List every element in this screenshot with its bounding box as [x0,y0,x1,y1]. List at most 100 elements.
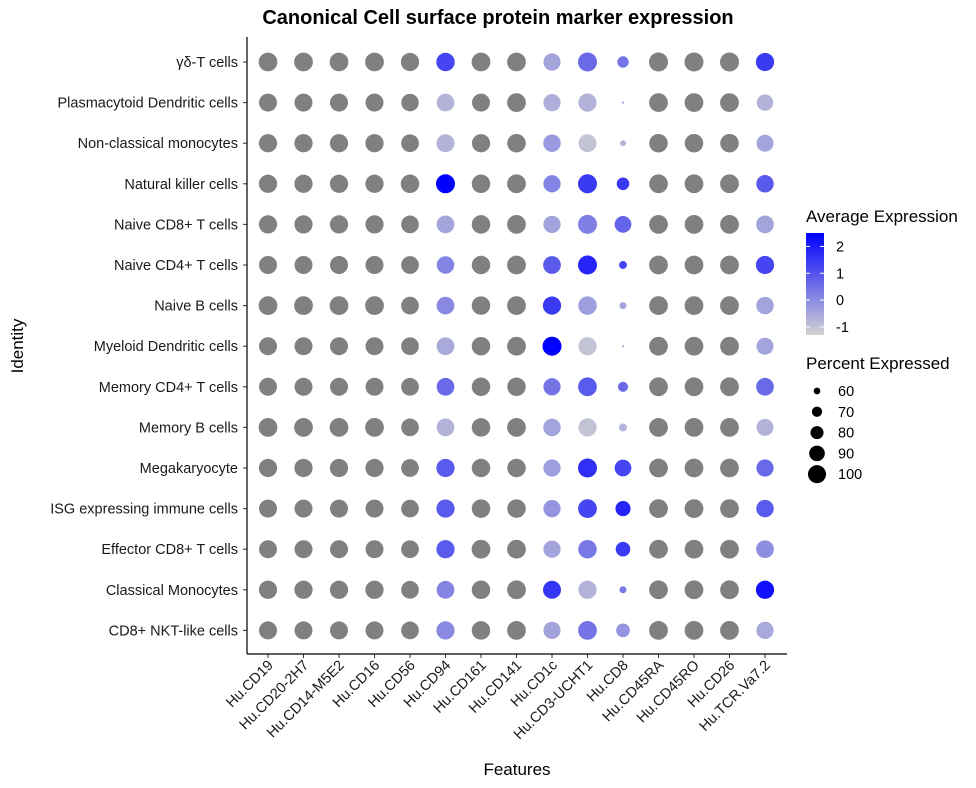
dot-point [471,499,491,518]
dot-point [617,56,629,68]
dot-point [578,621,597,640]
dot-point [542,336,562,356]
dot-point [258,580,278,599]
dot-point [436,93,455,112]
y-tick-label: Naive CD4+ T cells [114,258,238,274]
dot-point [621,101,625,104]
dot-point [684,93,704,112]
dot-point [649,499,668,518]
dot-point [365,52,384,72]
dot-point [471,255,491,275]
dot-point [436,174,455,194]
dot-point [472,93,490,112]
dot-point [649,336,668,356]
dot-point [294,458,313,478]
dot-point [649,539,668,559]
dot-point [578,174,597,194]
dot-point [401,418,419,437]
dot-point [684,255,704,275]
dot-point [755,580,775,599]
dot-point [684,215,704,234]
dot-point [578,539,597,559]
dot-point [507,133,526,153]
y-tick-label: Naive B cells [154,299,238,315]
color-legend-tick-label: -1 [836,320,849,336]
dot-point [649,296,668,315]
dot-point [294,215,313,234]
dot-point [329,174,349,193]
dot-point [330,499,348,518]
dot-point [619,302,627,310]
color-legend-tick-label: 2 [836,239,844,255]
dot-point [543,459,561,477]
dot-point [649,580,668,600]
dot-point [756,337,774,355]
dot-point [507,52,526,72]
dot-point [258,215,278,234]
color-legend-title: Average Expression [806,207,958,226]
dot-point [329,52,349,72]
dot-point [543,621,561,640]
y-tick-label: Classical Monocytes [106,583,238,599]
size-legend-label: 90 [838,446,854,462]
dot-point [436,621,455,640]
dot-point [756,134,774,152]
dot-point [684,174,704,194]
dot-point [755,255,775,275]
dot-point [684,296,704,315]
dot-point [507,255,526,275]
dot-point [507,418,526,437]
dot-point [756,459,774,477]
color-legend-tick-label: 1 [836,266,844,282]
dot-point [756,94,774,111]
dot-point [720,255,739,275]
dot-point [259,256,277,274]
dot-point [614,459,632,477]
size-legend-label: 70 [838,405,854,421]
dot-point [720,377,739,397]
dot-point [330,337,348,356]
dot-point [756,215,774,234]
dot-point [436,256,455,274]
dot-point [436,418,455,437]
dot-point [684,133,704,153]
dot-point [436,52,455,72]
y-tick-label: ISG expressing immune cells [50,502,238,518]
dot-point [259,621,277,640]
dot-point [436,337,455,356]
dot-point [720,336,739,356]
dot-point [436,296,455,315]
dot-point [401,499,419,518]
dot-point [756,296,774,315]
dot-point [507,458,526,478]
dot-point [401,256,419,274]
dot-point [756,540,774,559]
dot-point [365,458,384,478]
color-legend-bar [806,233,824,335]
dot-point [615,501,631,517]
dot-point [258,134,278,153]
dot-point [436,458,455,478]
dot-point [578,377,597,397]
dot-point [365,256,384,274]
y-tick-label: Effector CD8+ T cells [101,542,238,558]
dot-point [365,499,384,518]
dot-point [684,336,704,356]
dot-point [649,377,668,397]
dot-point [401,540,419,559]
dot-point [684,580,704,600]
dot-point [720,418,739,437]
dot-point [684,52,704,72]
dot-point [578,337,597,356]
dot-point [507,336,526,356]
dot-point [365,296,384,315]
dot-point [401,377,419,396]
dot-point [507,377,526,397]
dot-point [649,52,668,72]
dot-point [543,134,561,152]
dot-point [507,499,526,518]
dot-point [649,93,668,112]
dot-point [720,499,739,518]
dot-point [614,216,632,233]
dot-point [756,499,774,518]
